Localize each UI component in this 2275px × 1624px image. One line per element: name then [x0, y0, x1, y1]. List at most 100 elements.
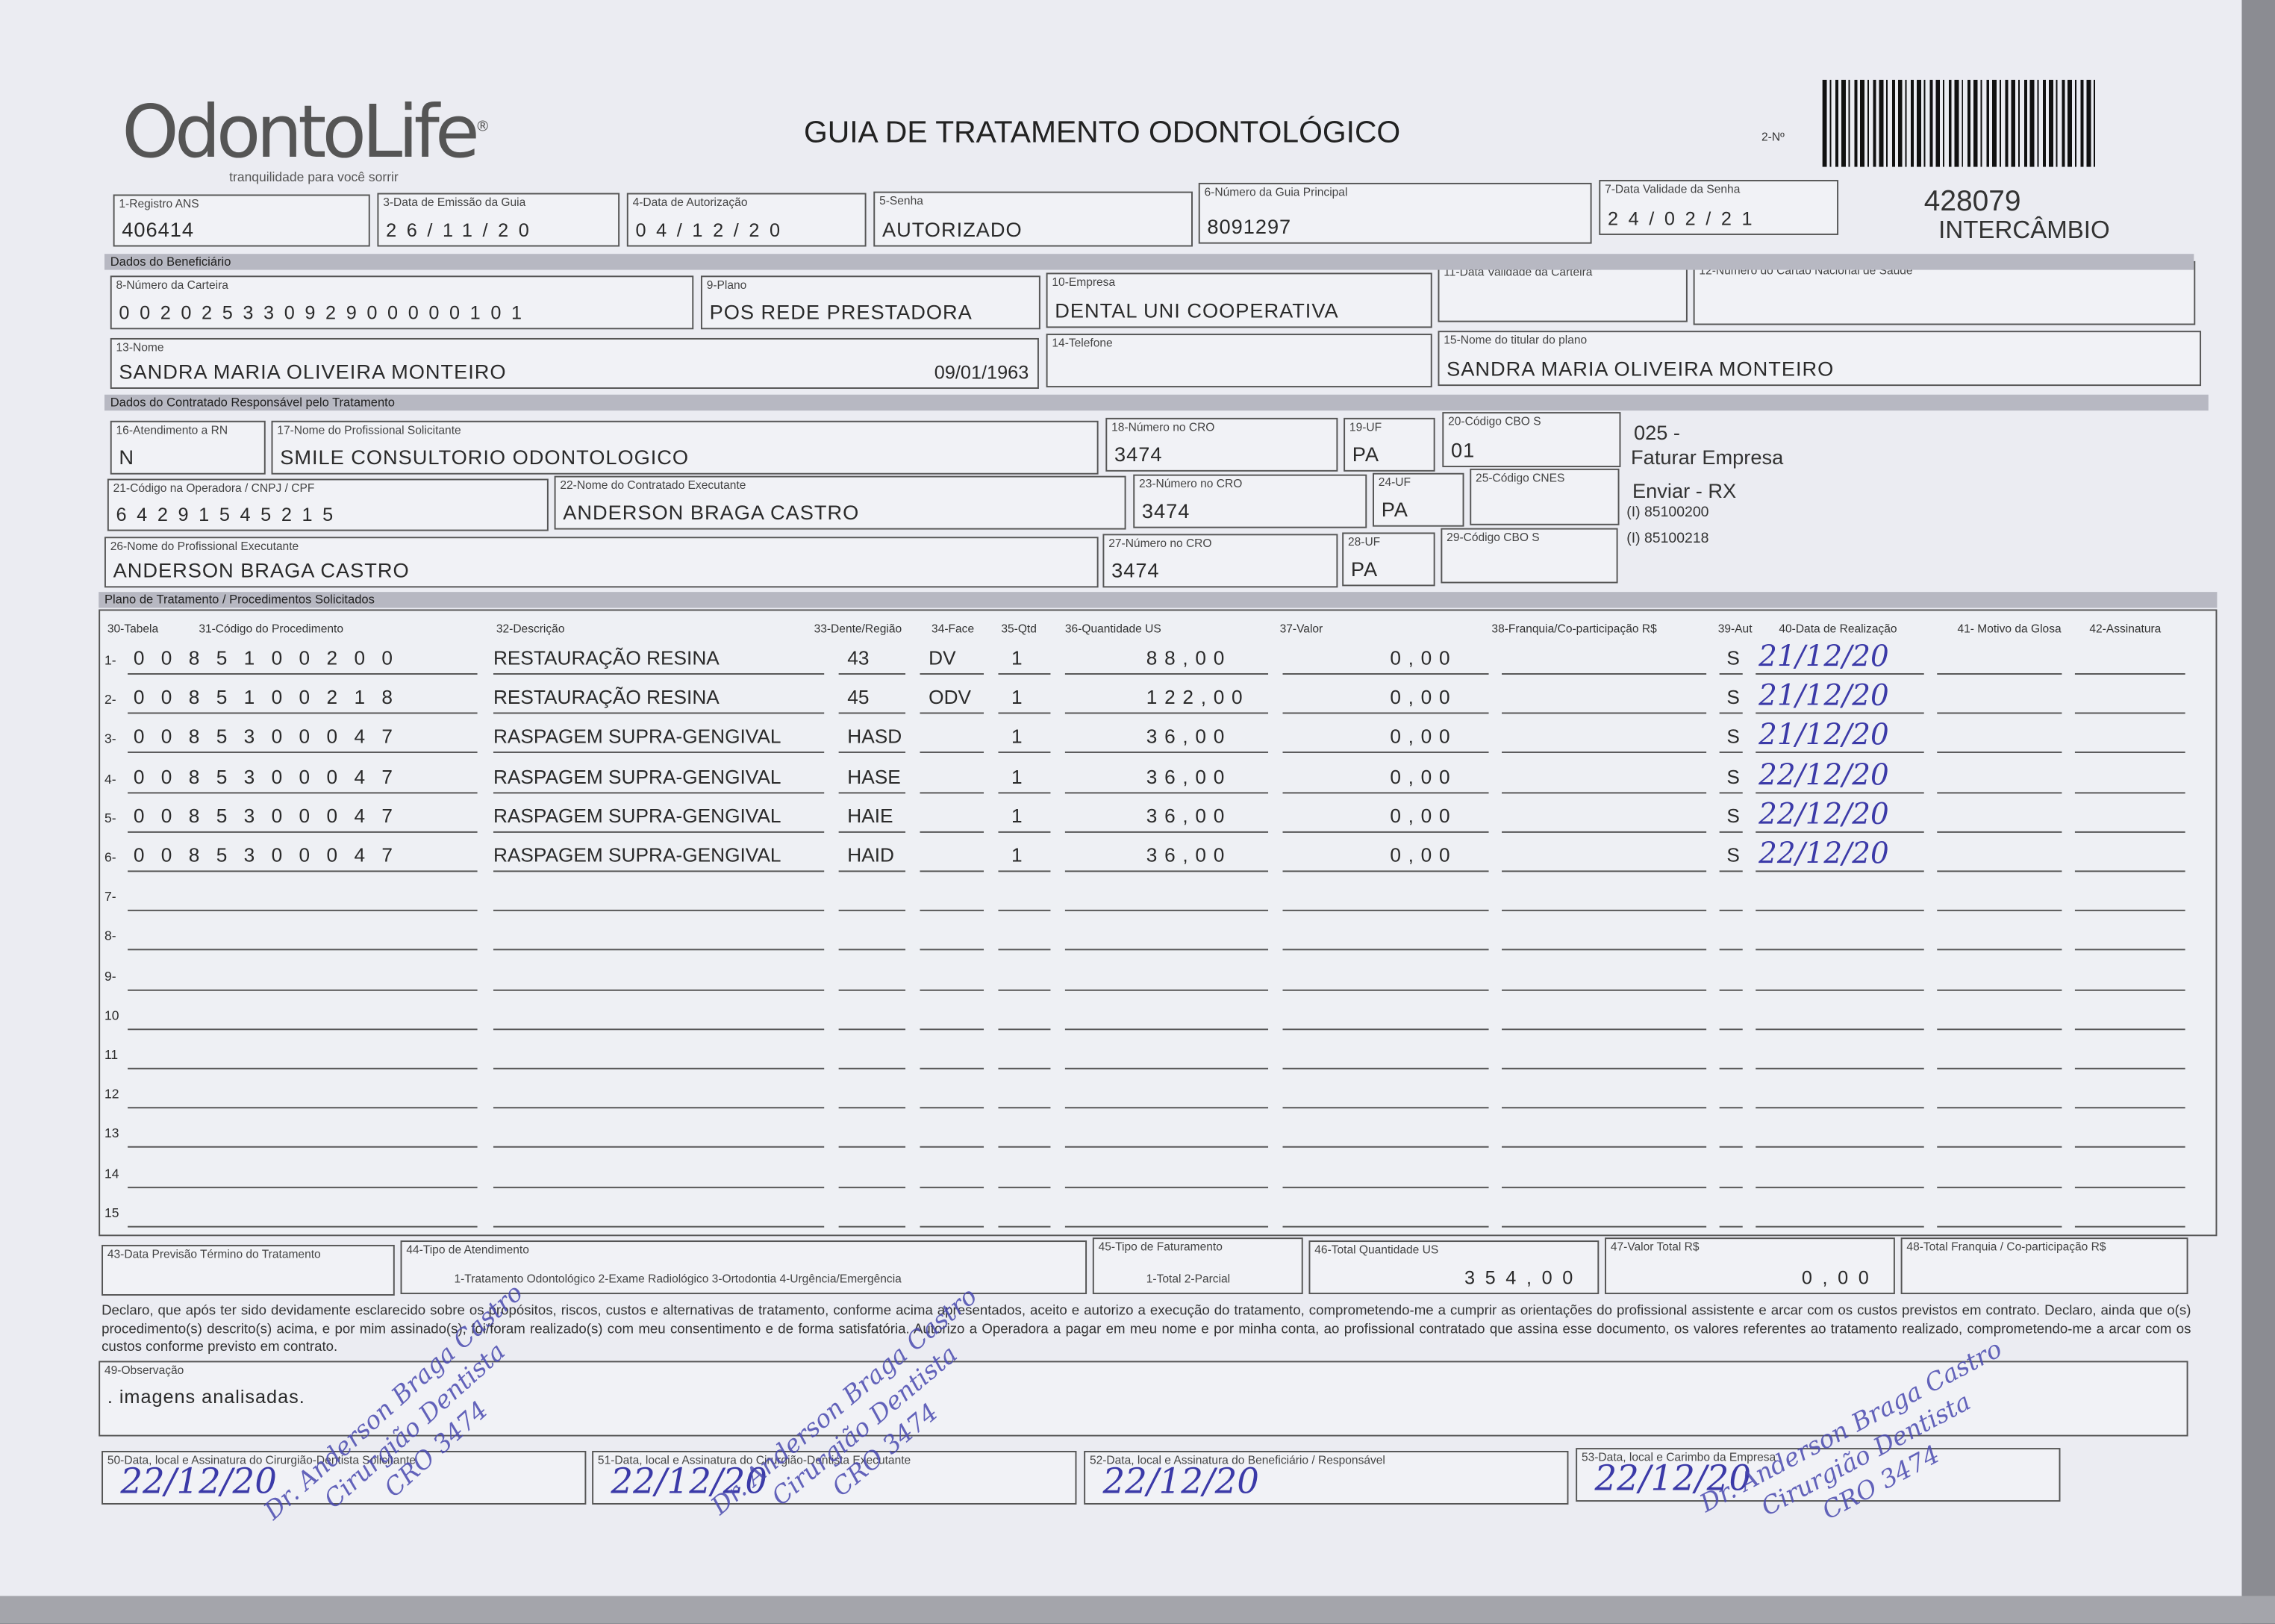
row-description: RASPAGEM SUPRA-GENGIVAL: [493, 844, 781, 866]
row-field-line: [2074, 1067, 2185, 1069]
side-note: 025 -: [1633, 420, 1681, 444]
total-label: 45-Tipo de Faturamento: [1098, 1240, 1223, 1254]
field-value: SANDRA MARIA OLIVEIRA MONTEIRO: [1447, 357, 1835, 381]
row-field-line: [838, 870, 906, 872]
row-field-line: [1756, 989, 1924, 990]
row-number: 11: [104, 1047, 119, 1063]
row-field-line: [2074, 1107, 2185, 1109]
field-value: 8091297: [1207, 214, 1292, 238]
field-label: 7-Data Validade da Senha: [1605, 182, 1741, 196]
row-field-line: [1502, 1107, 1707, 1109]
row-field-line: [920, 1186, 984, 1188]
row-field-line: [998, 1225, 1051, 1228]
field-label: 9-Plano: [706, 278, 747, 292]
row-field-line: [998, 831, 1051, 833]
signature-date: 22/12/20: [1594, 1458, 1752, 1499]
field-value: 01: [1451, 438, 1476, 462]
column-header: 34-Face: [931, 622, 975, 636]
row-number: 8-: [104, 928, 116, 944]
field-box: 17-Nome do Profissional Solicitante SMILE…: [271, 420, 1099, 475]
row-field-line: [1282, 673, 1489, 675]
field-label: 16-Atendimento a RN: [116, 423, 228, 437]
row-field-line: [2074, 791, 2185, 793]
section-header: Plano de Tratamento / Procedimentos Soli…: [99, 592, 2218, 608]
row-field-line: [1719, 870, 1743, 872]
row-field-line: [1719, 712, 1743, 714]
row-code: 0085300047: [133, 725, 410, 748]
field-label: 1-Registro ANS: [119, 197, 199, 210]
row-field-line: [920, 1107, 984, 1109]
tagline: tranquilidade para você sorrir: [229, 169, 399, 184]
row-field-line: [493, 1186, 825, 1188]
row-aut: S: [1726, 725, 1740, 748]
row-us: 36,00: [1146, 725, 1232, 748]
field-box: 8-Número da Carteira 00202533092900000101: [110, 275, 694, 330]
field-value: PA: [1381, 497, 1408, 521]
row-field-line: [838, 1067, 906, 1069]
field-value: 3474: [1141, 499, 1190, 522]
field-box: 20-Código CBO S 01: [1442, 412, 1621, 467]
row-field-line: [2074, 910, 2185, 912]
field-label: 28-UF: [1347, 535, 1381, 549]
row-field-line: [1937, 1028, 2062, 1030]
row-field-line: [1502, 673, 1707, 675]
row-field-line: [998, 752, 1051, 754]
field-value: SMILE CONSULTORIO ODONTOLOGICO: [280, 445, 690, 469]
row-field-line: [2074, 870, 2185, 872]
row-value: 0,00: [1390, 686, 1458, 709]
field-value: 406414: [122, 217, 194, 241]
row-value: 0,00: [1390, 647, 1458, 669]
row-number: 3-: [104, 731, 116, 746]
row-field-line: [838, 1107, 906, 1109]
row-field-line: [1937, 949, 2062, 952]
row-field-line: [920, 791, 984, 793]
row-field-line: [1719, 949, 1743, 952]
row-field-line: [1064, 949, 1269, 952]
row-field-line: [493, 673, 825, 675]
row-field-line: [1719, 673, 1743, 675]
row-field-line: [1756, 910, 1924, 912]
row-number: 14: [104, 1166, 119, 1181]
field-box: 28-UF PA: [1342, 532, 1435, 587]
field-box: 27-Número no CRO 3474: [1102, 534, 1338, 588]
row-number: 13: [104, 1126, 119, 1141]
field-box: 19-UF PA: [1344, 417, 1435, 472]
row-date: 21/12/20: [1758, 678, 1889, 713]
field-label: 17-Nome do Profissional Solicitante: [277, 423, 461, 437]
row-field-line: [998, 1146, 1051, 1149]
signature-box: 53-Data, local e Carimbo da Empresa 22/12…: [1576, 1448, 2061, 1502]
row-field-line: [128, 673, 478, 675]
row-field-line: [1756, 870, 1924, 872]
row-field-line: [1064, 870, 1269, 872]
field-box: 11-Data Validade da Carteira: [1438, 262, 1688, 322]
row-field-line: [1502, 831, 1707, 833]
row-date: 22/12/20: [1758, 835, 1889, 871]
total-value: 354,00: [1464, 1267, 1583, 1289]
row-field-line: [1064, 1107, 1269, 1109]
field-label: 18-Número no CRO: [1111, 420, 1215, 434]
field-box: 13-Nome SANDRA MARIA OLIVEIRA MONTEIRO 09/…: [110, 337, 1039, 389]
field-value: 3474: [1111, 558, 1160, 582]
row-field-line: [1064, 673, 1269, 675]
row-field-line: [1719, 752, 1743, 754]
field-value: DENTAL UNI COOPERATIVA: [1055, 299, 1339, 322]
row-field-line: [2074, 712, 2185, 714]
total-box: 46-Total Quantidade US 354,00: [1308, 1240, 1600, 1295]
row-field-line: [1502, 910, 1707, 912]
row-field-line: [998, 910, 1051, 912]
field-box: 26-Nome do Profissional Executante ANDERS…: [104, 537, 1099, 588]
row-field-line: [1064, 1186, 1269, 1188]
row-field-line: [838, 831, 906, 833]
field-value: 24/02/21: [1607, 207, 1763, 230]
row-code: 0085100218: [133, 686, 410, 709]
row-qty: 1: [1011, 844, 1023, 866]
row-field-line: [920, 673, 984, 675]
row-tooth: HAIE: [847, 805, 893, 827]
observation-box: 49-Observação . imagens analisadas.: [99, 1361, 2188, 1437]
row-field-line: [920, 1146, 984, 1149]
row-field-line: [493, 1146, 825, 1149]
row-number: 7-: [104, 890, 116, 905]
field-box: 6-Número da Guia Principal 8091297: [1198, 182, 1592, 244]
row-field-line: [128, 989, 478, 990]
